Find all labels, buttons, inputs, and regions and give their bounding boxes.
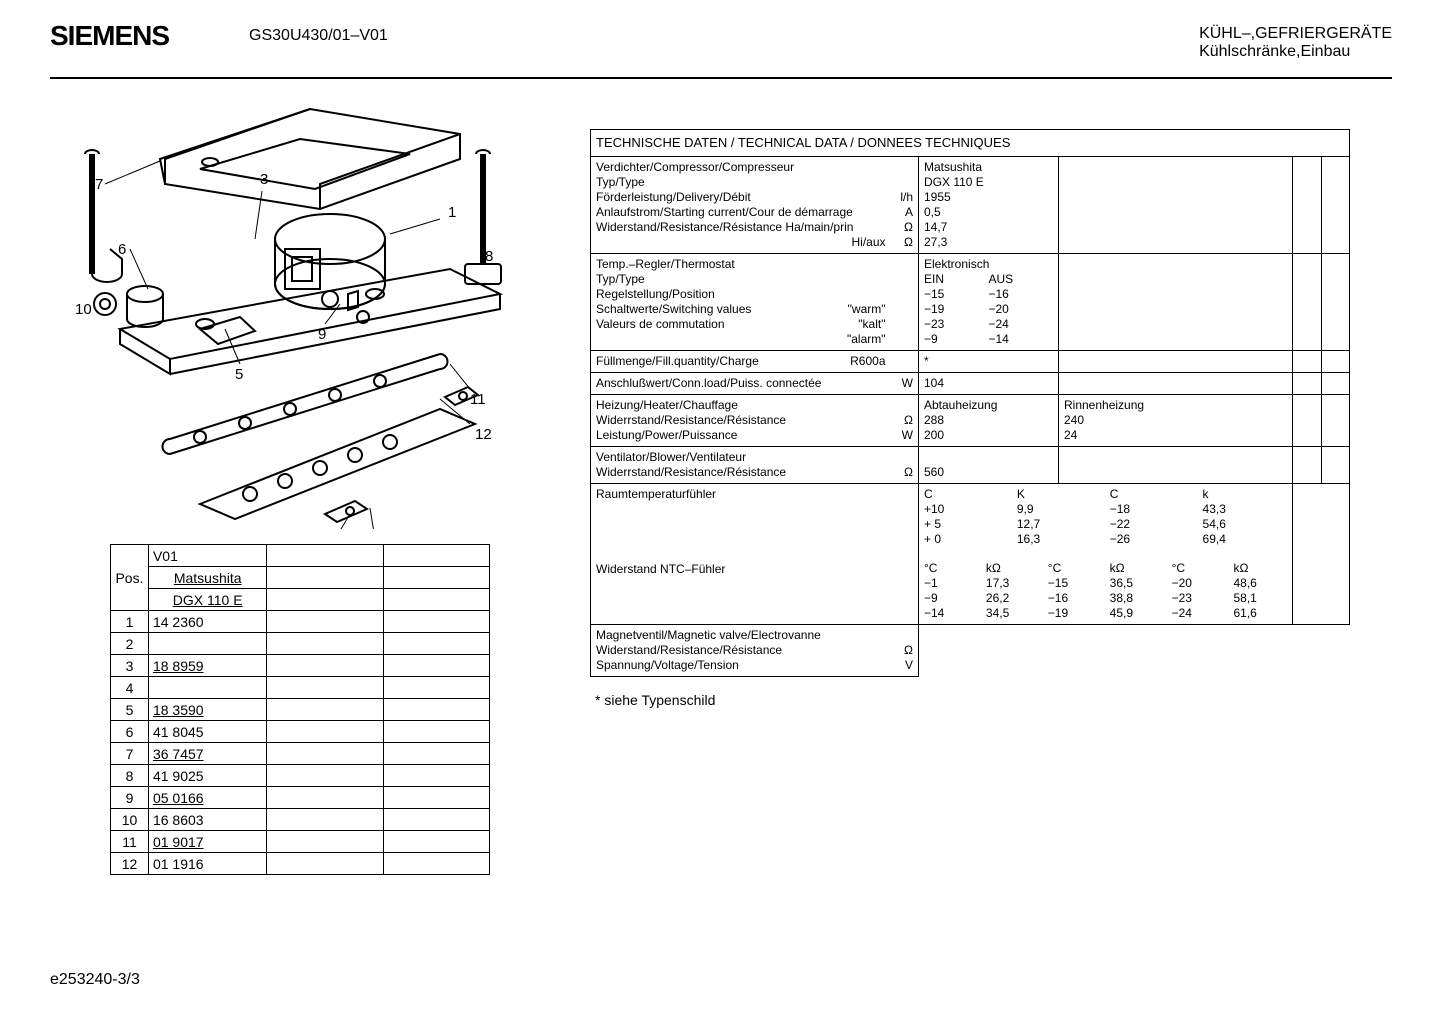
brand-logo: SIEMENS [50,20,169,52]
svg-text:8: 8 [485,248,493,265]
svg-text:11: 11 [470,391,486,408]
footnote: * siehe Typenschild [595,692,1350,708]
header-rule [50,77,1392,79]
parts-type: DGX 110 E [148,589,266,611]
valve-labels: Magnetventil/Magnetic valve/Electrovanne… [591,625,891,677]
heater-col1: Abtauheizung 288 200 [919,395,1059,447]
svg-text:5: 5 [235,366,243,383]
fill-label: Füllmenge/Fill.quantity/ChargeR600a [591,351,891,373]
model-number: GS30U430/01–V01 [249,27,388,45]
compressor-data: Matsushita DGX 110 E 1955 0,5 14,7 27,3 [919,157,1059,254]
svg-text:10: 10 [75,301,92,318]
category-line-1: KÜHL–,GEFRIERGERÄTE [1199,25,1392,43]
tech-title: TECHNISCHE DATEN / TECHNICAL DATA / DONN… [591,130,1350,157]
heater-col2: Rinnenheizung 240 24 [1059,395,1293,447]
svg-text:1: 1 [448,204,456,221]
product-category: KÜHL–,GEFRIERGERÄTE Kühlschränke,Einbau [1199,25,1392,61]
parts-header-pos: Pos. [111,545,149,611]
conn-label: Anschlußwert/Conn.load/Puiss. connectée [591,373,891,395]
fan-val: 560 [919,447,1059,484]
fan-labels: Ventilator/Blower/Ventilateur Widerrstan… [591,447,891,484]
conn-val: 104 [919,373,1059,395]
svg-text:7: 7 [95,176,103,193]
category-line-2: Kühlschränke,Einbau [1199,43,1392,61]
parts-list-table: Pos. V01 Matsushita DGX 110 E 114 2360 2… [110,544,490,875]
technical-data-table: TECHNISCHE DATEN / TECHNICAL DATA / DONN… [590,129,1350,677]
exploded-diagram: 7 6 10 5 1 3 9 8 11 12 11 12 [70,99,510,529]
heater-labels: Heizung/Heater/Chauffage Widerrstand/Res… [591,395,891,447]
compressor-units: l/h A Ω Ω [891,157,919,254]
thermostat-data: Elektronisch EINAUS −15−16 −19−20 −23−24… [919,254,1059,351]
ntc-data: °CkΩ°CkΩ°CkΩ −117,3−1536,5−2048,6 −926,2… [924,561,1287,621]
svg-text:9: 9 [318,326,326,343]
thermostat-labels: Temp.–Regler/Thermostat Typ/Type Regelst… [591,254,891,351]
svg-text:3: 3 [260,171,268,188]
rtf-data: CKCk +109,9−1843,3 + 512,7−2254,6 + 016,… [919,484,1293,625]
compressor-labels: Verdichter/Compressor/Compresseur Typ/Ty… [591,157,891,254]
page-footer: e253240-3/3 [50,971,140,989]
svg-text:12: 12 [475,426,492,443]
parts-mfr: Matsushita [148,567,266,589]
fill-val: * [919,351,1059,373]
svg-text:6: 6 [118,241,126,258]
page-header: SIEMENS GS30U430/01–V01 KÜHL–,GEFRIERGER… [50,20,1392,52]
parts-header-v01: V01 [148,545,266,567]
sensor-labels: Raumtemperaturfühler Widerstand NTC–Fühl… [591,484,891,625]
